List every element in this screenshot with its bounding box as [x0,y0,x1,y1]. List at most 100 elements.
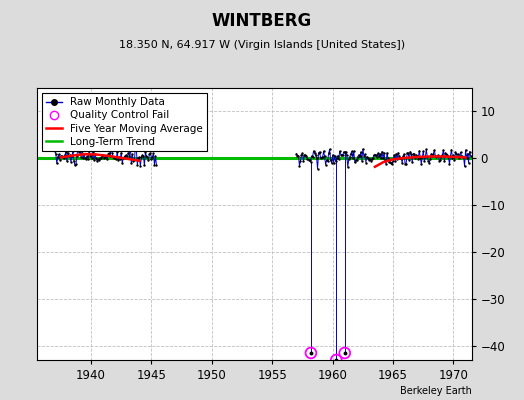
Point [380,150,388,156]
Point [152,162,161,168]
Point [451,149,460,156]
Point [77,153,85,160]
Point [120,154,128,161]
Point [75,149,83,155]
Point [329,152,337,158]
Point [418,154,427,160]
Point [60,154,68,161]
Point [426,156,434,162]
Point [332,158,340,164]
Point [83,153,91,160]
Point [457,153,466,159]
Point [375,153,383,160]
Point [145,151,154,157]
Point [407,151,416,157]
Point [73,153,81,159]
Point [425,160,433,166]
Point [351,159,359,166]
Point [57,153,65,159]
Point [417,160,425,167]
Point [458,154,467,160]
Point [128,151,137,158]
Point [401,161,409,168]
Point [344,164,352,170]
Point [295,162,303,169]
Point [307,350,315,356]
Point [113,149,122,155]
Point [336,151,345,158]
Text: Berkeley Earth: Berkeley Earth [400,386,472,396]
Point [332,357,341,363]
Point [51,148,59,154]
Point [144,157,152,163]
Point [93,158,101,164]
Point [414,156,422,162]
Point [387,160,395,166]
Point [293,153,302,160]
Point [408,159,417,165]
Point [362,159,370,166]
Point [463,150,472,157]
Point [434,152,443,158]
Point [127,160,136,166]
Point [429,151,438,157]
Point [87,152,95,158]
Point [438,152,446,158]
Point [138,152,147,158]
Point [347,148,356,154]
Point [381,157,389,164]
Point [301,152,310,159]
Point [89,148,97,155]
Point [449,152,457,158]
Point [337,152,346,158]
Point [339,152,347,158]
Point [85,148,93,155]
Point [148,153,157,160]
Point [404,150,412,157]
Point [368,156,376,162]
Point [464,160,473,166]
Point [122,152,130,158]
Text: 18.350 N, 64.917 W (Virgin Islands [United States]): 18.350 N, 64.917 W (Virgin Islands [Unit… [119,40,405,50]
Point [76,147,84,153]
Point [95,157,103,164]
Point [373,154,381,160]
Point [140,162,149,168]
Point [52,151,60,157]
Point [314,150,323,156]
Point [419,148,428,154]
Point [305,157,314,163]
Point [98,152,106,159]
Point [313,166,322,172]
Point [141,149,149,156]
Point [395,153,403,159]
Point [150,162,159,168]
Point [423,154,431,160]
Point [447,147,456,153]
Point [461,147,470,153]
Point [115,154,124,160]
Point [456,149,465,156]
Point [316,155,325,161]
Point [302,152,311,159]
Point [132,146,140,153]
Point [137,154,146,160]
Point [365,157,373,163]
Point [67,158,75,165]
Point [359,152,368,159]
Point [325,146,334,152]
Point [374,150,382,156]
Point [370,152,378,158]
Point [303,156,312,162]
Point [330,160,338,166]
Point [333,155,341,162]
Point [345,156,353,162]
Point [315,149,324,155]
Point [61,152,69,158]
Point [307,350,315,356]
Point [131,145,139,152]
Point [442,151,451,157]
Point [319,154,327,160]
Point [348,154,357,161]
Point [71,162,79,168]
